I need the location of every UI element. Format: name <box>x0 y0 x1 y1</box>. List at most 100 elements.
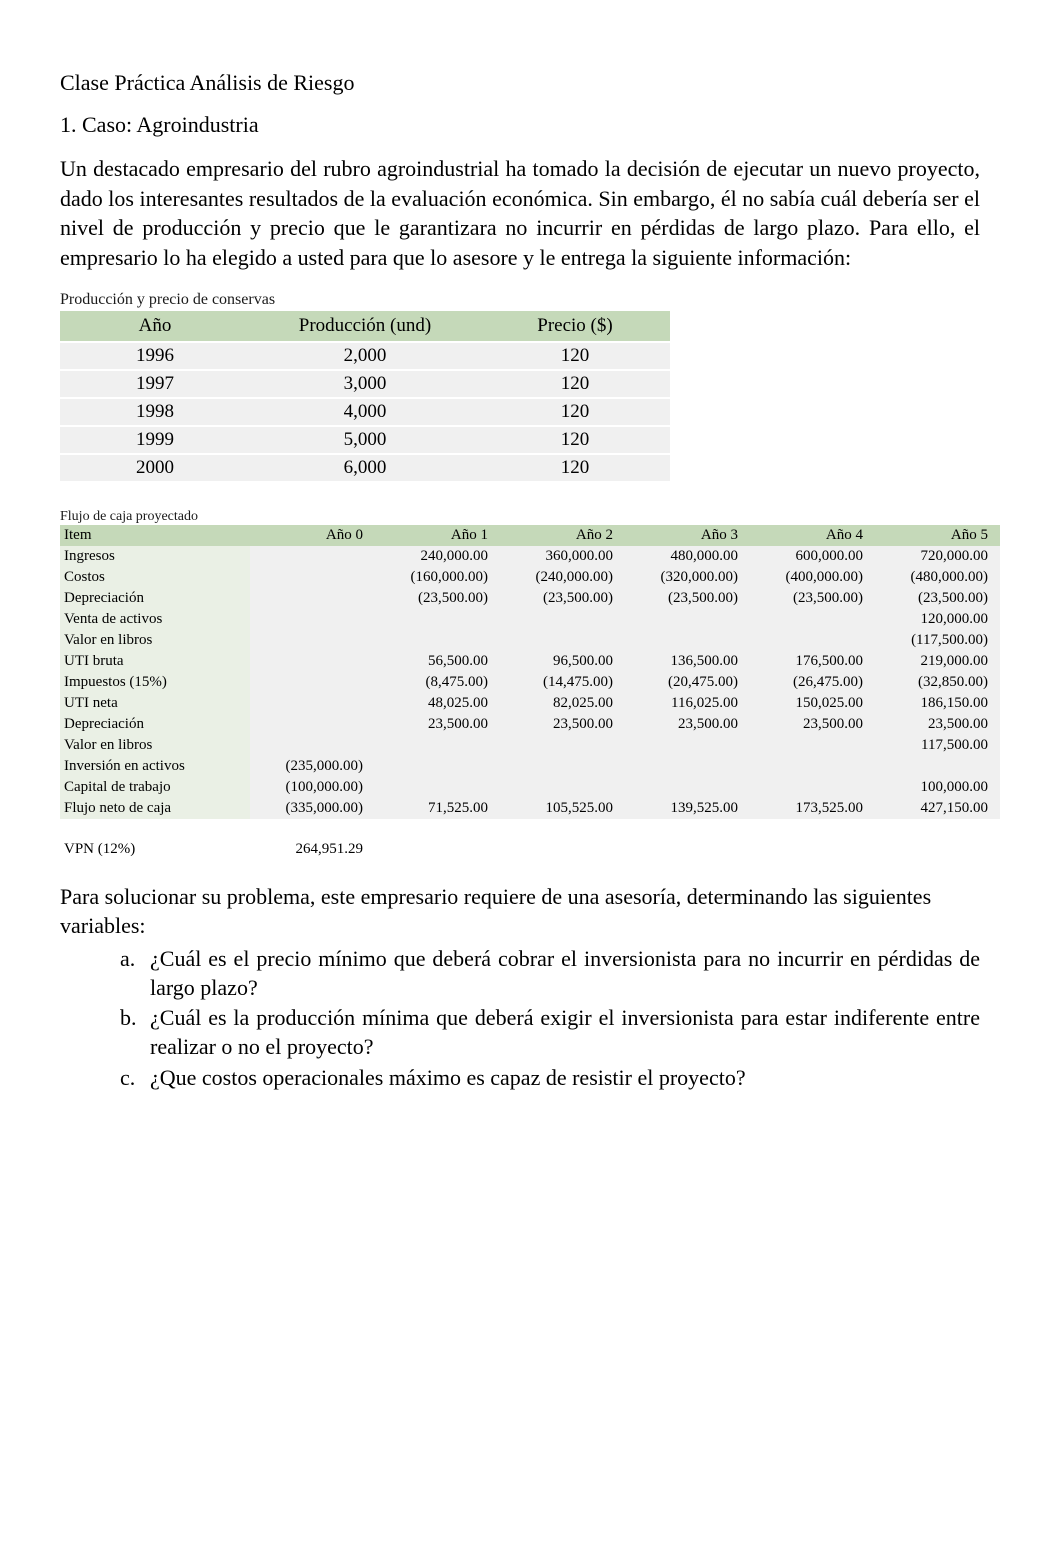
prod-cell: 120 <box>480 342 670 370</box>
flow-cell <box>625 735 750 756</box>
prod-cell: 1996 <box>60 342 250 370</box>
flow-cell: 23,500.00 <box>875 714 1000 735</box>
flow-cell <box>375 756 500 777</box>
flow-row-label: Venta de activos <box>60 609 250 630</box>
flow-cell: 105,525.00 <box>500 798 625 819</box>
flow-cell <box>250 672 375 693</box>
flow-cell <box>750 777 875 798</box>
outro-paragraph: Para solucionar su problema, este empres… <box>60 882 980 941</box>
flow-cell: 240,000.00 <box>375 546 500 567</box>
flow-row-label: Depreciación <box>60 588 250 609</box>
question-list: a.¿Cuál es el precio mínimo que deberá c… <box>60 945 980 1092</box>
flow-cell <box>250 630 375 651</box>
flow-cell: (14,475.00) <box>500 672 625 693</box>
flow-cell: (32,850.00) <box>875 672 1000 693</box>
prod-table-title: Producción y precio de conservas <box>60 291 980 309</box>
flow-cell <box>750 756 875 777</box>
production-table: Año Producción (und) Precio ($) 19962,00… <box>60 311 670 481</box>
prod-cell: 1998 <box>60 398 250 426</box>
intro-paragraph: Un destacado empresario del rubro agroin… <box>60 154 980 273</box>
question-item: a.¿Cuál es el precio mínimo que deberá c… <box>120 945 980 1002</box>
flow-cell <box>250 546 375 567</box>
flow-cell <box>875 756 1000 777</box>
flow-cell: (23,500.00) <box>875 588 1000 609</box>
flow-cell <box>250 567 375 588</box>
question-marker: a. <box>120 945 135 974</box>
flow-cell: 600,000.00 <box>750 546 875 567</box>
flow-cell <box>625 777 750 798</box>
flow-row-label: Ingresos <box>60 546 250 567</box>
flow-cell: 219,000.00 <box>875 651 1000 672</box>
flow-cell: 23,500.00 <box>625 714 750 735</box>
flow-th: Año 4 <box>750 525 875 546</box>
prod-cell: 1997 <box>60 370 250 398</box>
flow-cell <box>250 588 375 609</box>
flow-row-label: Capital de trabajo <box>60 777 250 798</box>
flow-cell: (400,000.00) <box>750 567 875 588</box>
question-text: ¿Cuál es la producción mínima que deberá… <box>150 1005 980 1059</box>
flow-cell <box>500 756 625 777</box>
flow-th: Año 2 <box>500 525 625 546</box>
flow-cell: (20,475.00) <box>625 672 750 693</box>
flow-cell <box>375 609 500 630</box>
flow-cell <box>625 630 750 651</box>
question-item: b.¿Cuál es la producción mínima que debe… <box>120 1004 980 1061</box>
prod-cell: 120 <box>480 370 670 398</box>
flow-cell: 150,025.00 <box>750 693 875 714</box>
flow-cell: 480,000.00 <box>625 546 750 567</box>
vpn-value: 264,951.29 <box>250 841 375 858</box>
flow-cell: 176,500.00 <box>750 651 875 672</box>
prod-cell: 120 <box>480 398 670 426</box>
flow-cell: (335,000.00) <box>250 798 375 819</box>
flow-th: Item <box>60 525 250 546</box>
flow-cell: (23,500.00) <box>500 588 625 609</box>
flow-cell <box>750 630 875 651</box>
flow-cell <box>500 777 625 798</box>
flow-cell <box>500 735 625 756</box>
flow-cell: (235,000.00) <box>250 756 375 777</box>
flow-cell <box>625 756 750 777</box>
flow-cell: 23,500.00 <box>500 714 625 735</box>
flow-cell: (8,475.00) <box>375 672 500 693</box>
flow-row-label: UTI bruta <box>60 651 250 672</box>
flow-cell: (23,500.00) <box>750 588 875 609</box>
flow-row-label: Valor en libros <box>60 735 250 756</box>
prod-cell: 2000 <box>60 454 250 481</box>
vpn-label: VPN (12%) <box>60 841 250 858</box>
flow-cell <box>500 630 625 651</box>
flow-row-label: Valor en libros <box>60 630 250 651</box>
question-text: ¿Que costos operacionales máximo es capa… <box>150 1065 746 1090</box>
prod-cell: 3,000 <box>250 370 480 398</box>
flow-cell: 82,025.00 <box>500 693 625 714</box>
flow-cell: (160,000.00) <box>375 567 500 588</box>
case-heading: 1. Caso: Agroindustria <box>60 112 980 138</box>
prod-th-year: Año <box>60 311 250 342</box>
cashflow-table: ItemAño 0Año 1Año 2Año 3Año 4Año 5 Ingre… <box>60 525 1000 819</box>
flow-cell: 120,000.00 <box>875 609 1000 630</box>
vpn-row: VPN (12%) 264,951.29 <box>60 841 980 858</box>
flow-cell: 136,500.00 <box>625 651 750 672</box>
flow-cell <box>250 693 375 714</box>
flow-th: Año 3 <box>625 525 750 546</box>
prod-cell: 120 <box>480 426 670 454</box>
flow-cell <box>375 630 500 651</box>
flow-row-label: Impuestos (15%) <box>60 672 250 693</box>
flow-cell: 720,000.00 <box>875 546 1000 567</box>
flow-cell: (23,500.00) <box>375 588 500 609</box>
flow-cell: 139,525.00 <box>625 798 750 819</box>
flow-cell <box>750 609 875 630</box>
flow-cell: (320,000.00) <box>625 567 750 588</box>
flow-cell <box>250 714 375 735</box>
flow-cell: (23,500.00) <box>625 588 750 609</box>
flow-cell <box>250 735 375 756</box>
flow-cell: 96,500.00 <box>500 651 625 672</box>
flow-cell <box>625 609 750 630</box>
flow-cell: 56,500.00 <box>375 651 500 672</box>
flow-row-label: Costos <box>60 567 250 588</box>
flow-cell: (26,475.00) <box>750 672 875 693</box>
prod-cell: 5,000 <box>250 426 480 454</box>
flow-cell <box>750 735 875 756</box>
flow-cell: 173,525.00 <box>750 798 875 819</box>
flow-cell: 186,150.00 <box>875 693 1000 714</box>
prod-cell: 2,000 <box>250 342 480 370</box>
